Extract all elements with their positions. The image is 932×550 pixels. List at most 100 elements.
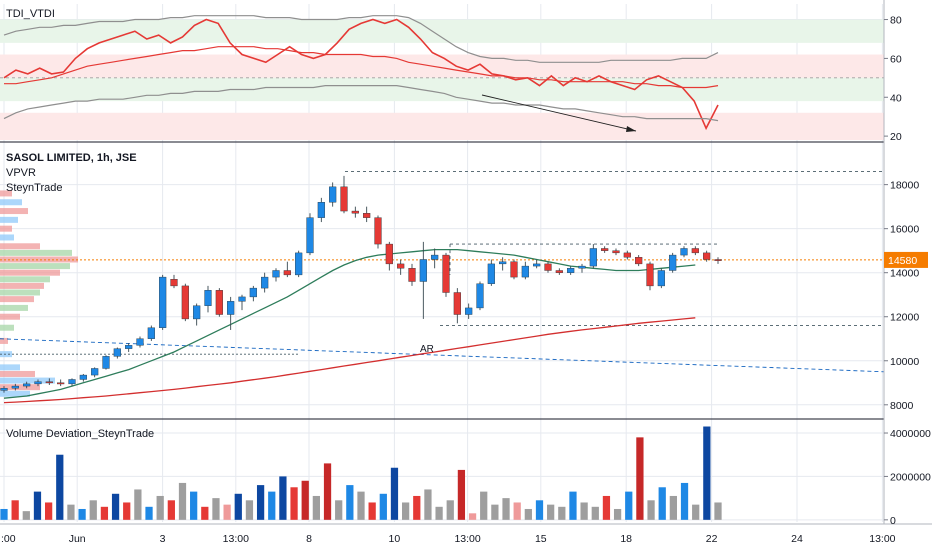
candle	[23, 381, 31, 389]
volume-bar	[178, 482, 187, 520]
candle	[499, 257, 507, 271]
volume-bar	[223, 504, 231, 520]
candle-body	[374, 217, 382, 245]
candle-body	[669, 254, 677, 271]
vpvr-bar	[0, 313, 20, 320]
candle-body	[431, 254, 439, 260]
volume-bar	[123, 502, 131, 520]
candle-body	[397, 263, 405, 269]
candle	[408, 263, 416, 286]
volume-bar	[535, 500, 544, 520]
candle	[623, 250, 631, 260]
x-tick-label: 10	[389, 533, 401, 545]
candle-body	[646, 263, 654, 287]
tdi-pane[interactable]: TDI_VTDI	[0, 8, 884, 140]
candle	[419, 241, 427, 319]
x-tick-label: 3	[160, 533, 166, 545]
tdi-zone-band	[0, 112, 884, 140]
volume-bar	[446, 500, 454, 520]
candle	[567, 266, 575, 275]
candle-body	[555, 270, 563, 273]
candle-body	[249, 287, 257, 298]
candle-body	[465, 307, 473, 315]
candle	[204, 285, 212, 313]
candle-body	[589, 248, 597, 267]
volume-bar	[100, 506, 109, 520]
volume-bar	[22, 511, 30, 520]
candle-body	[657, 270, 665, 287]
y-tick-label: 4000000	[890, 428, 931, 440]
volume-bar	[647, 500, 655, 520]
x-tick-label: :00	[1, 533, 16, 545]
candle	[215, 288, 223, 317]
y-tick-label: 18000	[890, 180, 919, 192]
candle-body	[329, 186, 337, 203]
price-title: SASOL LIMITED, 1h, JSE	[6, 152, 137, 164]
volume-pane[interactable]: Volume Deviation_SteynTrade	[0, 426, 722, 520]
volume-bar	[602, 495, 611, 520]
volume-bar	[234, 493, 242, 520]
tdi-arrow-head	[626, 126, 636, 132]
volume-bar	[56, 454, 64, 520]
ma-red-line	[3, 317, 696, 404]
x-tick-label: 13:00	[223, 533, 249, 545]
vpvr-bar	[0, 269, 60, 276]
time-scale[interactable]: :00 Jun 3 13:00 8 10 13:00 15 18 22 24 13:00	[1, 533, 896, 545]
vpvr-bar	[0, 243, 40, 250]
candle-body	[136, 338, 144, 346]
candle-body	[91, 368, 99, 376]
price-pane[interactable]: SASOL LIMITED, 1h, JSE VPVR SteynTrade A…	[0, 152, 885, 404]
volume-bar	[547, 504, 555, 520]
candle	[589, 244, 597, 269]
annotation-ar: AR	[420, 344, 434, 355]
candle	[601, 246, 609, 253]
candle	[113, 347, 121, 359]
vpvr-bar	[0, 199, 22, 206]
candle	[533, 259, 541, 269]
candle-body	[453, 292, 461, 315]
volume-bar	[480, 491, 488, 520]
candle	[329, 182, 337, 207]
volume-bar	[669, 495, 678, 520]
candle	[170, 274, 178, 289]
volume-bar	[167, 500, 175, 520]
volume-bar	[346, 485, 354, 520]
vpvr-bar	[0, 324, 14, 331]
volume-bar	[401, 502, 410, 520]
vpvr-bar	[0, 256, 78, 263]
candle	[487, 259, 495, 286]
x-tick-label: 13:00	[454, 533, 480, 545]
vpvr-bar	[0, 377, 55, 384]
volume-bar	[89, 500, 97, 520]
candle	[0, 386, 8, 393]
candle-body	[102, 356, 110, 369]
tdi-arrow-line	[481, 94, 637, 132]
candle	[669, 252, 677, 273]
volume-bar	[714, 502, 722, 520]
tdi-series-line	[4, 46, 719, 89]
candle	[578, 263, 586, 273]
y-tick-label: 80	[890, 15, 902, 27]
volume-bar	[212, 498, 220, 520]
candle	[476, 281, 484, 311]
candle-body	[159, 276, 167, 328]
vpvr-bar	[0, 249, 72, 256]
volume-bar	[256, 485, 265, 520]
candle	[283, 261, 291, 278]
candle-body	[261, 276, 269, 289]
candle-body	[0, 388, 8, 391]
candle-body	[499, 261, 507, 265]
vpvr-bar	[0, 296, 34, 303]
candle-body	[215, 290, 223, 315]
volume-bar	[502, 498, 510, 520]
candle	[272, 268, 280, 282]
volume-bar	[703, 426, 711, 520]
price-scale[interactable]: 20 40 60 80 8000 10000 12000 14000 16000 18000 0 20…	[884, 15, 931, 527]
volume-bar	[368, 502, 376, 520]
candle-body	[691, 248, 699, 254]
volume-bar	[524, 508, 532, 520]
y-tick-label: 8000	[890, 400, 914, 412]
candle-body	[680, 248, 688, 256]
candle	[646, 261, 654, 291]
